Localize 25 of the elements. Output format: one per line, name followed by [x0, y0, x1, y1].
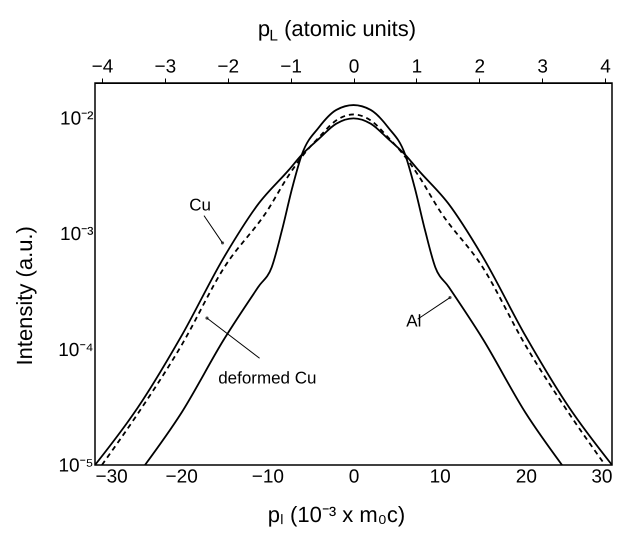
x2-tick-label: 3: [537, 56, 548, 78]
y-tick-label: 10⁻⁴: [58, 340, 94, 361]
x-tick-label: 10: [430, 466, 451, 488]
x-tick-label: 20: [516, 466, 537, 488]
y-axis-title: Intensity (a.u.): [12, 226, 37, 366]
x2-tick-label: −1: [280, 56, 302, 78]
x-tick-label: 0: [348, 466, 360, 488]
y-tick-label: 10⁻²: [60, 108, 94, 130]
x-tick-label: −10: [252, 466, 284, 488]
annotation: Cu: [189, 196, 211, 215]
annotation: Al: [406, 312, 422, 331]
x2-tick-label: −3: [154, 56, 176, 78]
x2-tick-label: 4: [600, 56, 612, 78]
x-tick-label: −20: [166, 466, 198, 488]
y-tick-label: 10⁻³: [60, 224, 94, 246]
y-tick-label: 10⁻⁵: [58, 456, 94, 476]
x2-tick-label: 1: [412, 56, 422, 78]
x-tick-label: 30: [591, 466, 612, 488]
x-axis-title: pₗ (10⁻³ x m₀c): [268, 502, 406, 527]
annotation: deformed Cu: [218, 368, 316, 388]
x2-tick-label: −2: [217, 56, 240, 78]
x2-tick-label: 2: [474, 56, 486, 78]
x2-tick-label: −4: [92, 56, 114, 78]
x2-tick-label: 0: [348, 56, 360, 78]
x-tick-label: −30: [96, 466, 128, 488]
